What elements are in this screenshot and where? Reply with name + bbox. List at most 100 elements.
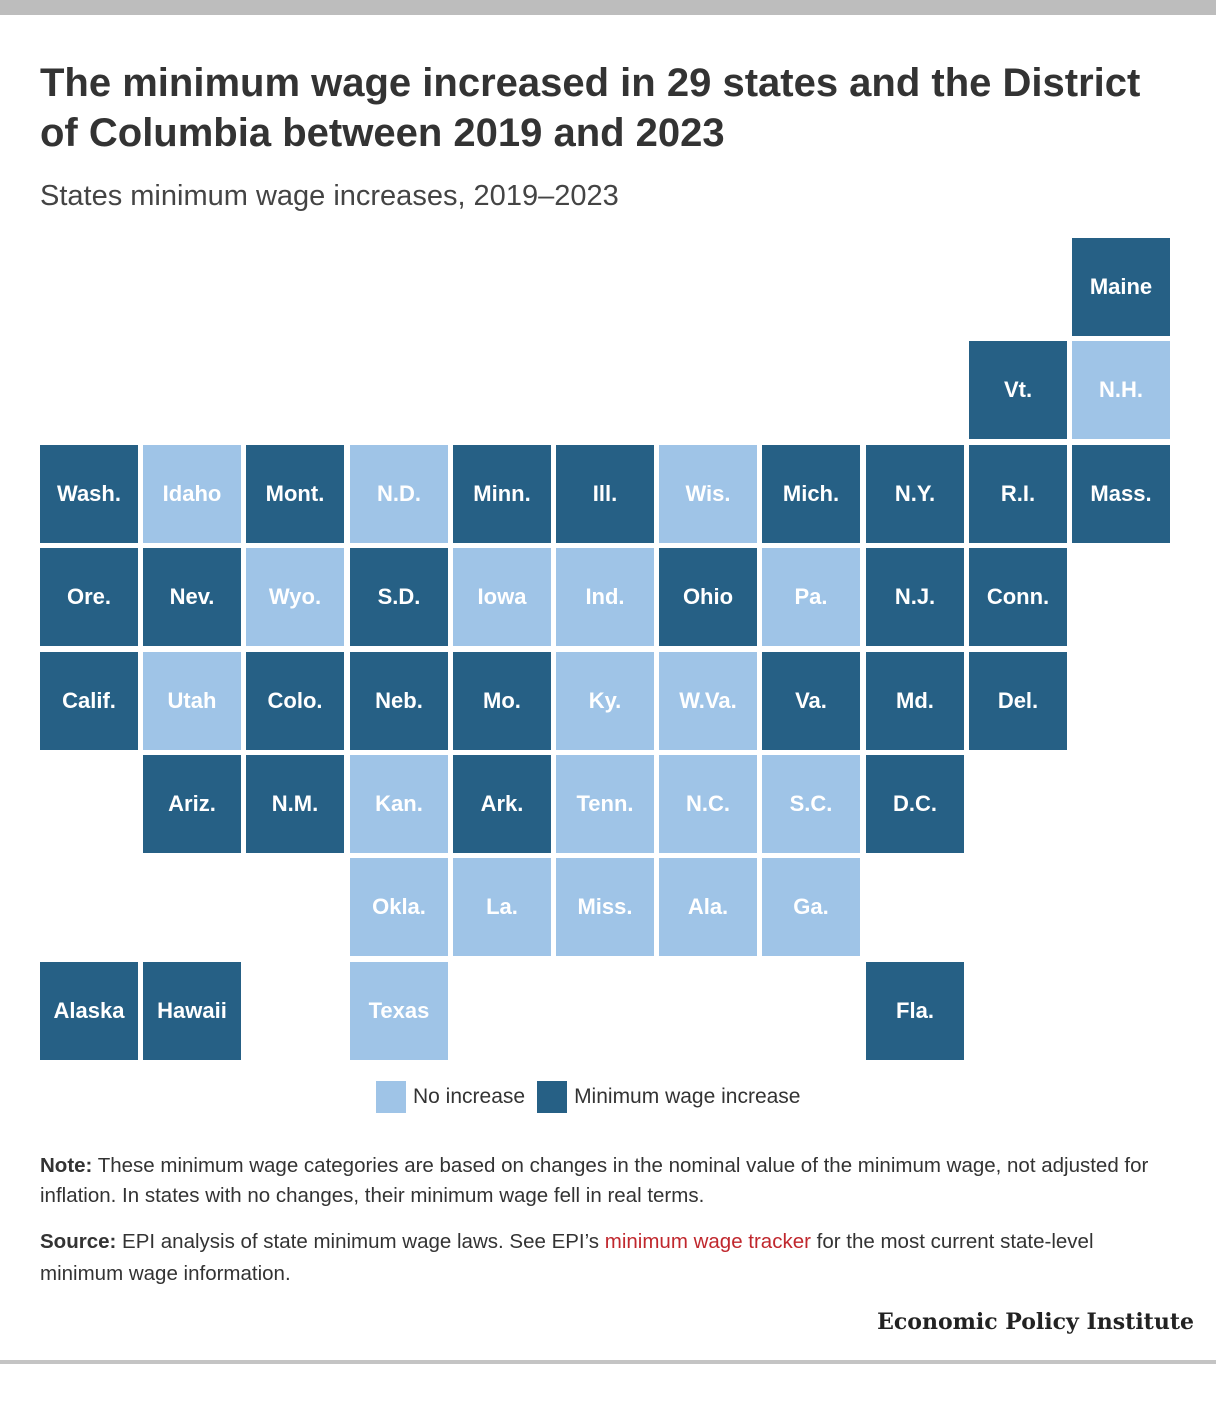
state-tile-iowa: Iowa (453, 548, 551, 646)
state-tile-ind: Ind. (556, 548, 654, 646)
source-body-before: EPI analysis of state minimum wage laws.… (116, 1230, 605, 1253)
state-tile-ill: Ill. (556, 445, 654, 543)
state-tile-s-c: S.C. (762, 755, 860, 853)
state-tile-ala: Ala. (659, 858, 757, 956)
state-label: Idaho (162, 481, 222, 506)
state-tile-vt: Vt. (969, 341, 1067, 439)
legend-swatch-no-increase (376, 1081, 406, 1113)
state-tile-calif: Calif. (40, 652, 138, 750)
state-tile-kan: Kan. (350, 755, 448, 853)
state-tile-wyo: Wyo. (246, 548, 344, 646)
state-tile-texas: Texas (350, 962, 448, 1060)
legend-label-increase: Minimum wage increase (574, 1085, 801, 1108)
state-label: Fla. (896, 998, 934, 1023)
state-label: Alaska (53, 998, 125, 1023)
state-tile-mass: Mass. (1072, 445, 1170, 543)
state-tile-n-m: N.M. (246, 755, 344, 853)
state-tile-ohio: Ohio (659, 548, 757, 646)
source-label: Source: (40, 1230, 117, 1253)
note-label: Note: (40, 1154, 93, 1177)
state-tile-wis: Wis. (659, 445, 757, 543)
state-label: S.C. (789, 791, 833, 816)
note-text: Note: These minimum wage categories are … (40, 1151, 1170, 1211)
state-label: Md. (896, 688, 934, 713)
state-label: N.J. (894, 584, 936, 609)
state-label: Ore. (66, 584, 112, 609)
state-label: Miss. (577, 894, 633, 919)
source-text: Source: EPI analysis of state minimum wa… (40, 1226, 1170, 1290)
state-label: Ohio (682, 584, 734, 609)
state-tile-n-j: N.J. (866, 548, 964, 646)
state-label: N.H. (1099, 377, 1143, 402)
state-label: Calif. (62, 688, 116, 713)
state-label: N.D. (377, 481, 421, 506)
state-tile-mont: Mont. (246, 445, 344, 543)
state-label: N.C. (686, 791, 730, 816)
state-label: Tenn. (576, 791, 634, 816)
state-tile-conn: Conn. (969, 548, 1067, 646)
state-label: Mich. (782, 481, 840, 506)
state-tile-n-y: N.Y. (866, 445, 964, 543)
state-label: Ala. (687, 894, 729, 919)
brand-logo-text: Economic Policy Institute (877, 1309, 1194, 1335)
bottom-border (0, 1360, 1216, 1364)
state-label: Kan. (375, 791, 423, 816)
state-label: D.C. (893, 791, 937, 816)
state-label: Ky. (588, 688, 622, 713)
minimum-wage-tracker-link[interactable]: minimum wage tracker (604, 1230, 811, 1253)
state-label: La. (486, 894, 518, 919)
state-tile-maine: Maine (1072, 238, 1170, 336)
state-label: N.M. (271, 791, 319, 816)
state-label: Colo. (267, 688, 323, 713)
state-label: S.D. (377, 584, 421, 609)
top-border (0, 0, 1216, 15)
state-label: Mass. (1090, 481, 1152, 506)
state-tile-d-c: D.C. (866, 755, 964, 853)
state-label: Pa. (794, 584, 828, 609)
state-tile-r-i: R.I. (969, 445, 1067, 543)
state-label: Ind. (585, 584, 625, 609)
state-tile-ariz: Ariz. (143, 755, 241, 853)
state-tile-ky: Ky. (556, 652, 654, 750)
state-tile-mo: Mo. (453, 652, 551, 750)
state-label: Ill. (592, 481, 618, 506)
state-label: Del. (997, 688, 1039, 713)
note-body: These minimum wage categories are based … (40, 1154, 1149, 1207)
state-tile-nev: Nev. (143, 548, 241, 646)
state-tile-mich: Mich. (762, 445, 860, 543)
state-tile-miss: Miss. (556, 858, 654, 956)
state-label: Texas (368, 998, 430, 1023)
state-tile-colo: Colo. (246, 652, 344, 750)
state-tile-ore: Ore. (40, 548, 138, 646)
chart-title: The minimum wage increased in 29 states … (40, 61, 1141, 155)
state-tile-wash: Wash. (40, 445, 138, 543)
state-label: Maine (1089, 274, 1153, 299)
state-tile-ga: Ga. (762, 858, 860, 956)
state-tile-n-h: N.H. (1072, 341, 1170, 439)
state-label: Okla. (372, 894, 426, 919)
state-tile-neb: Neb. (350, 652, 448, 750)
state-tile-hawaii: Hawaii (143, 962, 241, 1060)
state-label: Mont. (265, 481, 325, 506)
state-tile-n-c: N.C. (659, 755, 757, 853)
state-tile-okla: Okla. (350, 858, 448, 956)
state-label: Va. (795, 688, 827, 713)
state-label: Ark. (480, 791, 524, 816)
state-label: N.Y. (894, 481, 936, 506)
state-tile-va: Va. (762, 652, 860, 750)
state-label: Wyo. (268, 584, 322, 609)
state-label: Ariz. (168, 791, 216, 816)
state-label: Utah (167, 688, 217, 713)
state-label: Neb. (375, 688, 423, 713)
state-label: Nev. (169, 584, 215, 609)
legend-label-no-increase: No increase (413, 1085, 526, 1108)
legend: No increase Minimum wage increase (376, 1081, 812, 1113)
state-label: Conn. (986, 584, 1050, 609)
state-tile-w-va: W.Va. (659, 652, 757, 750)
state-label: Mo. (483, 688, 521, 713)
legend-swatch-increase (537, 1081, 568, 1113)
state-tile-del: Del. (969, 652, 1067, 750)
state-tile-idaho: Idaho (143, 445, 241, 543)
state-tile-minn: Minn. (453, 445, 551, 543)
state-label: Vt. (1003, 377, 1033, 402)
